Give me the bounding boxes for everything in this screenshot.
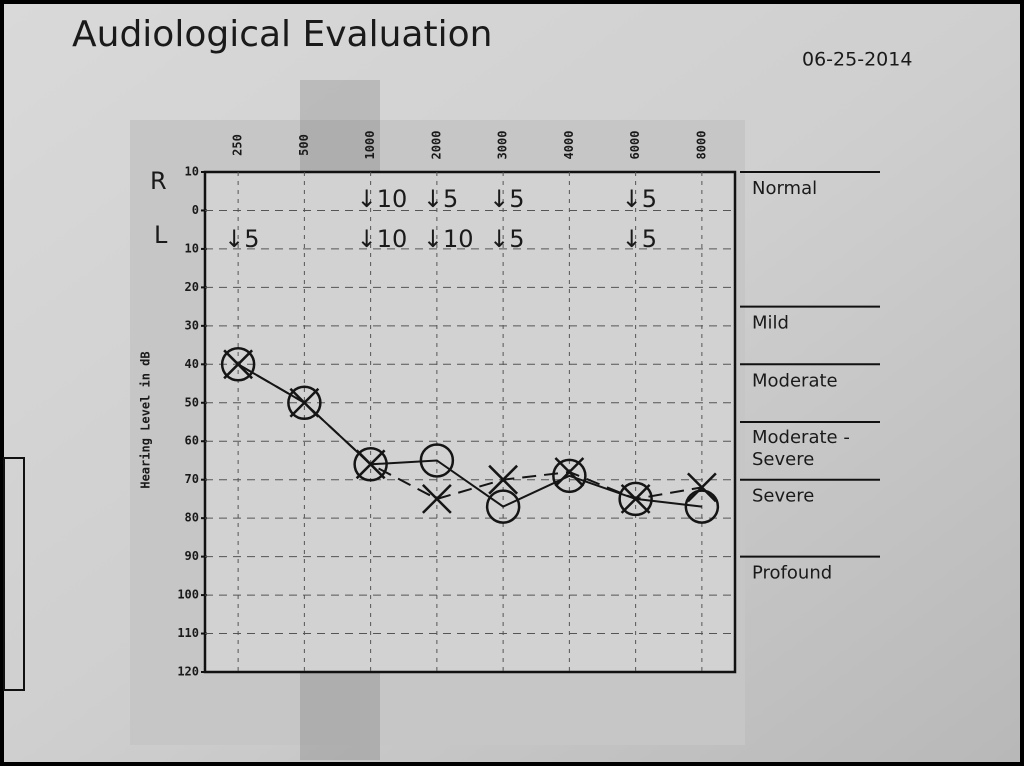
degree-label: Profound <box>752 563 832 584</box>
y-tick-label: 20 <box>185 280 199 294</box>
x-tick-label: 6000 <box>628 131 642 160</box>
bone-annotation: ↓10 <box>423 225 474 253</box>
title: Audiological Evaluation <box>72 14 492 55</box>
point-circle <box>353 447 388 482</box>
point-circle <box>552 458 587 494</box>
y-tick-label: 120 <box>177 665 199 679</box>
bone-annotation: ↓5 <box>489 225 524 253</box>
y-tick-label: 80 <box>185 511 199 525</box>
point-cross <box>686 472 717 503</box>
point-cross <box>355 449 386 480</box>
x-tick-label: 8000 <box>694 131 708 160</box>
degree-label: Severe <box>752 486 814 507</box>
point-circle <box>220 347 256 382</box>
degree-label: Mild <box>752 313 789 334</box>
degree-label-line: Moderate - <box>752 427 850 448</box>
degree-label: Moderate <box>752 370 838 391</box>
bone-annotation: ↓5 <box>489 185 524 213</box>
bone-annotation: ↓5 <box>224 225 259 253</box>
ear-label: R <box>150 167 167 195</box>
y-tick-label: 90 <box>185 549 199 563</box>
y-tick-label: 50 <box>185 395 199 409</box>
y-tick-label: 70 <box>185 472 199 486</box>
x-tick-label: 1000 <box>363 131 377 160</box>
date: 06-25-2014 <box>802 49 912 71</box>
plot-frame <box>203 170 737 674</box>
point-circle <box>618 481 653 517</box>
bone-annotation: ↓5 <box>622 185 657 213</box>
y-tick-label: 10 <box>185 165 199 179</box>
y-tick-label: 100 <box>177 588 199 602</box>
point-circle <box>419 443 455 478</box>
point-circle <box>485 489 521 524</box>
x-tick-label: 2000 <box>429 131 443 160</box>
point-cross <box>620 484 651 514</box>
point-cross <box>289 387 320 418</box>
degree-label: Moderate -Severe <box>752 427 850 470</box>
point-circle <box>684 489 720 524</box>
degree-label: Normal <box>752 178 817 199</box>
degree-label-line: Severe <box>752 449 814 470</box>
bone-annotation: ↓5 <box>423 185 458 213</box>
bone-annotation: ↓10 <box>357 225 408 253</box>
bone-annotation: ↓5 <box>622 225 657 253</box>
x-tick-label: 500 <box>297 134 311 156</box>
point-cross <box>554 457 585 487</box>
y-tick-label: 40 <box>185 357 199 371</box>
point-cross <box>488 464 519 495</box>
point-cross <box>223 349 254 380</box>
side-box <box>3 457 25 691</box>
y-tick-label: 10 <box>185 241 199 255</box>
point-cross <box>421 484 452 514</box>
ear-label: L <box>154 221 168 249</box>
y-tick-label: 110 <box>177 626 199 640</box>
x-tick-label: 3000 <box>496 131 510 160</box>
x-tick-label: 4000 <box>562 131 576 160</box>
y-axis-label: Hearing Level in dB <box>139 351 153 488</box>
y-tick-label: 60 <box>185 434 199 448</box>
x-tick-label: 250 <box>231 134 245 156</box>
y-tick-label: 30 <box>185 318 199 332</box>
y-tick-label: 0 <box>192 203 199 217</box>
bone-annotation: ↓10 <box>357 185 408 213</box>
point-circle <box>287 385 322 421</box>
